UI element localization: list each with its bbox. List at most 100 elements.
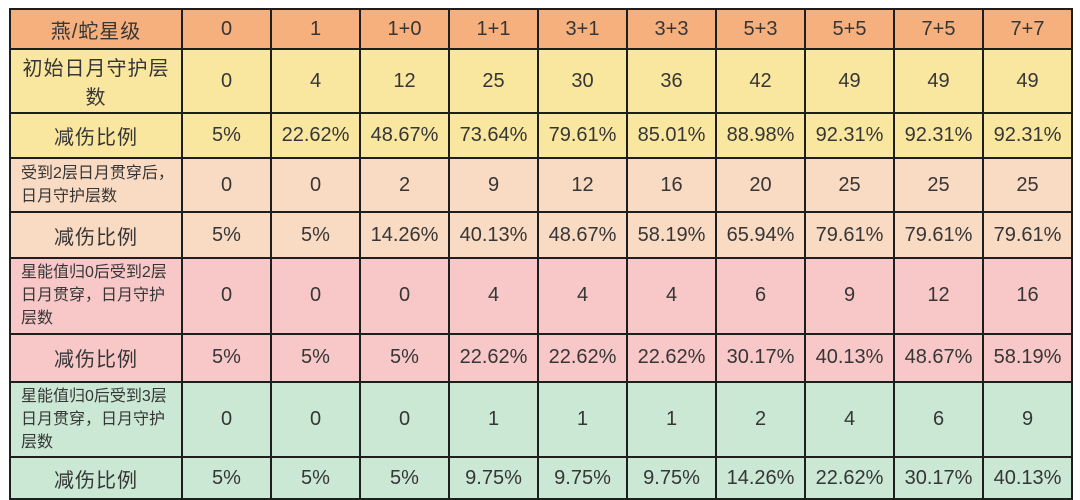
value-cell: 36 — [626, 48, 717, 114]
value-cell: 5% — [181, 456, 272, 500]
value-cell: 40.13% — [448, 211, 539, 259]
value-cell: 79.61% — [537, 112, 628, 159]
value-cell: 0 — [181, 157, 272, 213]
value-cell: 9 — [804, 257, 895, 335]
value-cell: 85.01% — [626, 112, 717, 159]
value-cell: 49 — [804, 48, 895, 114]
value-cell: 12 — [893, 257, 984, 335]
value-cell: 30.17% — [893, 456, 984, 500]
row-label: 减伤比例 — [9, 332, 183, 383]
value-cell: 92.31% — [804, 112, 895, 159]
value-cell: 0 — [181, 48, 272, 114]
value-cell: 6 — [893, 380, 984, 459]
column-header-cell: 0 — [181, 8, 272, 50]
value-cell: 22.62% — [804, 456, 895, 500]
value-cell: 0 — [359, 380, 450, 459]
value-cell: 5% — [181, 211, 272, 259]
value-cell: 4 — [626, 257, 717, 335]
row-label: 星能值归0后受到2层日月贯穿，日月守护层数 — [9, 257, 183, 335]
value-cell: 79.61% — [893, 211, 984, 259]
column-header-cell: 3+3 — [626, 8, 717, 50]
column-header-cell: 1 — [270, 8, 361, 50]
value-cell: 79.61% — [804, 211, 895, 259]
value-cell: 5% — [359, 456, 450, 500]
value-cell: 48.67% — [893, 332, 984, 383]
table-row: 星能值归0后受到3层日月贯穿，日月守护层数 0 0 0 1 1 1 2 4 6 9 — [9, 380, 1073, 459]
header-row: 燕/蛇星级 0 1 1+0 1+1 3+1 3+3 5+3 5+5 7+5 7+7 — [9, 8, 1073, 50]
value-cell: 0 — [359, 257, 450, 335]
value-cell: 5% — [270, 211, 361, 259]
value-cell: 22.62% — [626, 332, 717, 383]
value-cell: 22.62% — [448, 332, 539, 383]
value-cell: 14.26% — [359, 211, 450, 259]
row-label: 减伤比例 — [9, 112, 183, 159]
value-cell: 4 — [804, 380, 895, 459]
value-cell: 22.62% — [537, 332, 628, 383]
row-label: 减伤比例 — [9, 456, 183, 500]
table-row: 受到2层日月贯穿后，日月守护层数 0 0 2 9 12 16 20 25 25 25 — [9, 157, 1073, 213]
value-cell: 25 — [893, 157, 984, 213]
row-label: 星能值归0后受到3层日月贯穿，日月守护层数 — [9, 380, 183, 459]
column-header-cell: 7+5 — [893, 8, 984, 50]
value-cell: 49 — [893, 48, 984, 114]
value-cell: 4 — [537, 257, 628, 335]
value-cell: 16 — [982, 257, 1073, 335]
value-cell: 30.17% — [715, 332, 806, 383]
row-label: 燕/蛇星级 — [9, 8, 183, 50]
column-header-cell: 5+5 — [804, 8, 895, 50]
table-row: 减伤比例 5% 5% 5% 22.62% 22.62% 22.62% 30.17% 40.13%… — [9, 332, 1073, 383]
value-cell: 2 — [359, 157, 450, 213]
value-cell: 65.94% — [715, 211, 806, 259]
column-header-cell: 3+1 — [537, 8, 628, 50]
table-row: 减伤比例 5% 22.62% 48.67% 73.64% 79.61% 85.01% 88.9… — [9, 112, 1073, 159]
stats-table: 燕/蛇星级 0 1 1+0 1+1 3+1 3+3 5+3 5+5 7+5 7+7 初始日月守护层数 0… — [9, 8, 1073, 500]
row-label: 受到2层日月贯穿后，日月守护层数 — [9, 157, 183, 213]
value-cell: 42 — [715, 48, 806, 114]
value-cell: 58.19% — [982, 332, 1073, 383]
value-cell: 12 — [359, 48, 450, 114]
value-cell: 40.13% — [804, 332, 895, 383]
value-cell: 79.61% — [982, 211, 1073, 259]
value-cell: 58.19% — [626, 211, 717, 259]
value-cell: 88.98% — [715, 112, 806, 159]
value-cell: 9 — [448, 157, 539, 213]
value-cell: 2 — [715, 380, 806, 459]
value-cell: 1 — [626, 380, 717, 459]
value-cell: 48.67% — [537, 211, 628, 259]
value-cell: 12 — [537, 157, 628, 213]
value-cell: 22.62% — [270, 112, 361, 159]
value-cell: 5% — [359, 332, 450, 383]
page: 燕/蛇星级 0 1 1+0 1+1 3+1 3+3 5+3 5+5 7+5 7+7 初始日月守护层数 0… — [9, 8, 1073, 500]
value-cell: 0 — [270, 380, 361, 459]
value-cell: 25 — [982, 157, 1073, 213]
value-cell: 0 — [270, 257, 361, 335]
value-cell: 0 — [270, 157, 361, 213]
value-cell: 30 — [537, 48, 628, 114]
value-cell: 14.26% — [715, 456, 806, 500]
table-row: 星能值归0后受到2层日月贯穿，日月守护层数 0 0 0 4 4 4 6 9 12 16 — [9, 257, 1073, 335]
value-cell: 5% — [270, 456, 361, 500]
value-cell: 6 — [715, 257, 806, 335]
value-cell: 0 — [181, 380, 272, 459]
column-header-cell: 1+0 — [359, 8, 450, 50]
value-cell: 20 — [715, 157, 806, 213]
column-header-cell: 1+1 — [448, 8, 539, 50]
table-row: 减伤比例 5% 5% 14.26% 40.13% 48.67% 58.19% 65.94% 79… — [9, 211, 1073, 259]
value-cell: 4 — [448, 257, 539, 335]
value-cell: 25 — [804, 157, 895, 213]
value-cell: 40.13% — [982, 456, 1073, 500]
value-cell: 0 — [181, 257, 272, 335]
table-body: 燕/蛇星级 0 1 1+0 1+1 3+1 3+3 5+3 5+5 7+5 7+7 初始日月守护层数 0… — [9, 8, 1073, 500]
value-cell: 48.67% — [359, 112, 450, 159]
row-label: 初始日月守护层数 — [9, 48, 183, 114]
value-cell: 9.75% — [537, 456, 628, 500]
value-cell: 5% — [270, 332, 361, 383]
value-cell: 16 — [626, 157, 717, 213]
value-cell: 5% — [181, 112, 272, 159]
value-cell: 9 — [982, 380, 1073, 459]
table-row: 初始日月守护层数 0 4 12 25 30 36 42 49 49 49 — [9, 48, 1073, 114]
value-cell: 5% — [181, 332, 272, 383]
table-row: 减伤比例 5% 5% 5% 9.75% 9.75% 9.75% 14.26% 22.62% 30.… — [9, 456, 1073, 500]
value-cell: 25 — [448, 48, 539, 114]
value-cell: 92.31% — [982, 112, 1073, 159]
